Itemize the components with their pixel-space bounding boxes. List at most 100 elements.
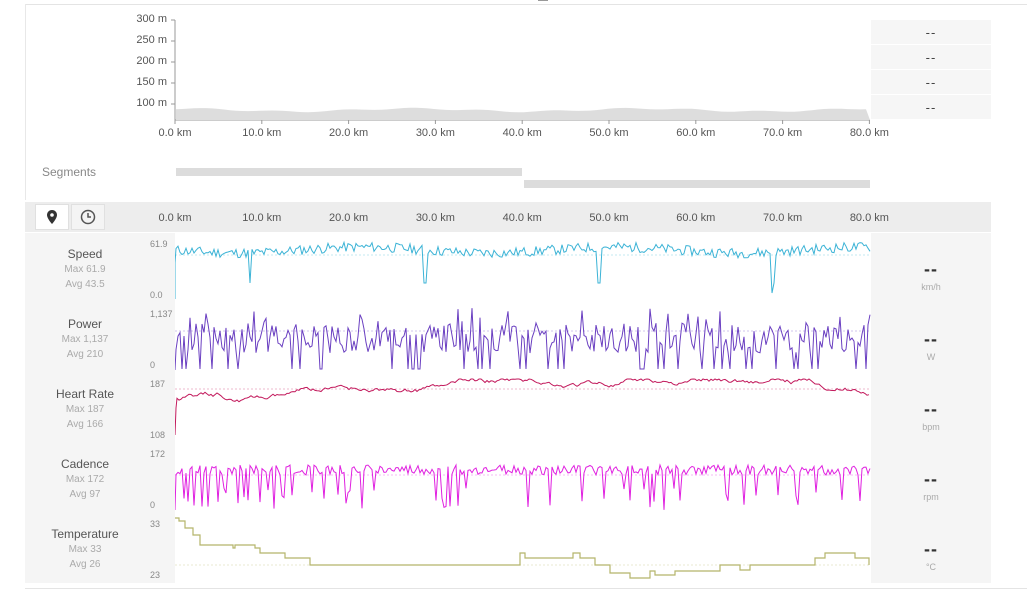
metric-plot-temperature[interactable] bbox=[175, 513, 871, 583]
elevation-x-tick-label: 40.0 km bbox=[502, 127, 542, 139]
elevation-x-tick-label: 30.0 km bbox=[415, 127, 455, 139]
metric-avg: Avg 97 bbox=[69, 489, 101, 500]
segments-label: Segments bbox=[42, 165, 97, 179]
elevation-x-tick-label: 10.0 km bbox=[242, 127, 282, 139]
metric-name: Speed bbox=[67, 247, 103, 261]
metric-readout: -- °C bbox=[871, 513, 991, 583]
metric-name: Temperature bbox=[51, 527, 119, 541]
segment-bar[interactable] bbox=[176, 168, 522, 176]
metric-plot-heart-rate[interactable] bbox=[174, 373, 871, 443]
metric-series-line bbox=[174, 463, 871, 511]
distance-axis-label: 40.0 km bbox=[502, 212, 542, 224]
metric-current-value: -- bbox=[924, 399, 938, 419]
metric-name: Power bbox=[67, 317, 102, 331]
elevation-y-tick-label: 250 m bbox=[136, 34, 167, 46]
metric-label: Power Max 1,137 Avg 210 bbox=[25, 303, 145, 360]
metric-svg bbox=[174, 240, 871, 299]
metric-readout: -- bpm bbox=[871, 373, 991, 443]
metric-current-value: -- bbox=[924, 539, 938, 559]
elevation-y-tick-label: 200 m bbox=[136, 55, 167, 67]
elevation-x-tick-label: 80.0 km bbox=[849, 127, 889, 139]
metric-axis-min: 0 bbox=[150, 500, 156, 510]
metric-label: Speed Max 61.9 Avg 43.5 bbox=[25, 233, 145, 290]
metric-axis-min: 0.0 bbox=[150, 290, 163, 300]
metric-unit: °C bbox=[925, 562, 937, 572]
metric-unit: bpm bbox=[922, 422, 940, 432]
distance-axis-label: 20.0 km bbox=[329, 212, 369, 224]
metric-row-heart-rate: Heart Rate Max 187 Avg 166 187 108 -- bpm bbox=[25, 373, 991, 443]
metric-max: Max 1,137 bbox=[61, 334, 109, 345]
frame-top-line bbox=[25, 4, 1027, 5]
elevation-x-tick-label: 70.0 km bbox=[763, 127, 803, 139]
metric-row-cadence: Cadence Max 172 Avg 97 172 0 -- rpm bbox=[25, 443, 991, 513]
distance-axis-label: 30.0 km bbox=[415, 212, 455, 224]
metric-series-line bbox=[174, 378, 870, 436]
elevation-x-tick-label: 60.0 km bbox=[676, 127, 716, 139]
metric-avg: Avg 26 bbox=[69, 559, 101, 570]
metric-svg bbox=[174, 308, 871, 371]
metric-plot-power[interactable] bbox=[174, 303, 871, 373]
metric-plot-speed[interactable] bbox=[174, 233, 871, 303]
metric-row-speed: Speed Max 61.9 Avg 43.5 61.9 0.0 -- km/h bbox=[25, 233, 991, 303]
metric-avg: Avg 210 bbox=[66, 349, 104, 360]
metric-max: Max 172 bbox=[65, 474, 105, 485]
metric-row-power: Power Max 1,137 Avg 210 1,137 0 -- W bbox=[25, 303, 991, 373]
distance-mode-button[interactable] bbox=[35, 204, 69, 230]
metric-max: Max 61.9 bbox=[64, 264, 106, 275]
elevation-readouts: -- -- -- -- bbox=[871, 20, 991, 120]
metric-label: Heart Rate Max 187 Avg 166 bbox=[25, 373, 145, 430]
distance-axis-label: 70.0 km bbox=[763, 212, 803, 224]
metric-unit: km/h bbox=[921, 282, 941, 292]
time-mode-button[interactable] bbox=[71, 204, 105, 230]
metric-label: Temperature Max 33 Avg 26 bbox=[25, 513, 145, 570]
elevation-area bbox=[176, 107, 870, 120]
metric-axis-min: 0 bbox=[150, 360, 156, 370]
metric-axis-max: 1,137 bbox=[150, 309, 173, 319]
metric-name: Cadence bbox=[60, 457, 110, 471]
distance-axis-label: 10.0 km bbox=[242, 212, 282, 224]
metric-axis-max: 61.9 bbox=[150, 239, 168, 249]
metric-current-value: -- bbox=[924, 469, 938, 489]
distance-axis-label: 50.0 km bbox=[589, 212, 629, 224]
metric-avg: Avg 43.5 bbox=[65, 279, 105, 290]
metric-axis-max: 172 bbox=[150, 449, 166, 459]
elevation-readout: -- bbox=[871, 45, 991, 69]
metric-series-line bbox=[174, 240, 871, 299]
metric-plot-cadence[interactable] bbox=[174, 443, 871, 513]
elevation-x-tick-label: 0.0 km bbox=[158, 127, 192, 139]
chart-toolbar bbox=[25, 202, 991, 232]
elevation-x-tick-label: 50.0 km bbox=[589, 127, 629, 139]
elevation-x-tick-label: 20.0 km bbox=[329, 127, 369, 139]
segment-bar[interactable] bbox=[524, 180, 870, 188]
elevation-readout: -- bbox=[871, 20, 991, 44]
metric-svg bbox=[174, 463, 871, 511]
elevation-readout: -- bbox=[871, 70, 991, 94]
metric-axis-min: 23 bbox=[150, 570, 161, 580]
elevation-svg bbox=[171, 19, 870, 124]
metric-readout: -- km/h bbox=[871, 233, 991, 303]
metric-svg bbox=[175, 517, 871, 579]
map-pin-icon bbox=[47, 210, 57, 224]
frame-bottom-line bbox=[25, 588, 1027, 589]
metric-readout: -- rpm bbox=[871, 443, 991, 513]
elevation-y-tick-label: 300 m bbox=[136, 13, 167, 25]
clock-icon bbox=[80, 209, 96, 225]
metric-avg: Avg 166 bbox=[66, 419, 104, 430]
metric-axis-min: 108 bbox=[150, 430, 166, 440]
distance-axis-label: 60.0 km bbox=[676, 212, 716, 224]
metric-axis-max: 187 bbox=[150, 379, 166, 389]
metric-label: Cadence Max 172 Avg 97 bbox=[25, 443, 145, 500]
metric-max: Max 33 bbox=[68, 544, 102, 555]
metric-unit: W bbox=[926, 352, 936, 362]
frame-left-line bbox=[25, 4, 26, 200]
metric-max: Max 187 bbox=[65, 404, 105, 415]
metric-current-value: -- bbox=[924, 259, 938, 279]
metric-series-line bbox=[175, 517, 870, 579]
metric-series-line bbox=[174, 308, 871, 371]
elevation-y-tick-label: 100 m bbox=[136, 97, 167, 109]
elevation-chart[interactable]: 300 m 250 m 200 m 150 m 100 m 0.0 km 10.0 km 2… bbox=[120, 10, 900, 145]
distance-axis-label: 0.0 km bbox=[158, 212, 192, 224]
distance-axis-label: 80.0 km bbox=[849, 212, 889, 224]
metric-svg bbox=[174, 378, 871, 436]
metric-current-value: -- bbox=[924, 329, 938, 349]
